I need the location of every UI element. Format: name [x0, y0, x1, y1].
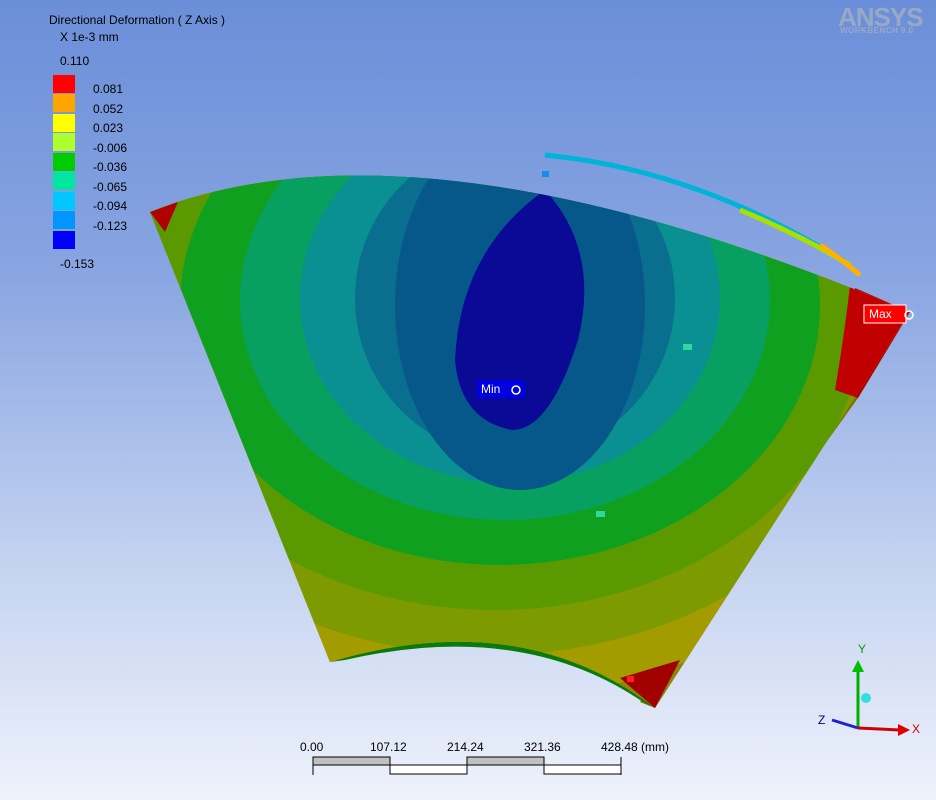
probe-marker [627, 676, 634, 682]
probe-marker [683, 344, 692, 350]
scale-label-4: 428.48 (mm) [601, 740, 670, 754]
legend-tick-0: 0.081 [93, 82, 124, 96]
scale-label-2: 214.24 [447, 740, 484, 754]
workbench-version: WORKBENCH 9.0 [840, 26, 914, 35]
legend-swatch-8 [53, 231, 75, 249]
legend-units: X 1e-3 mm [60, 30, 119, 44]
legend-swatch-5 [53, 172, 75, 190]
probe-marker [542, 171, 549, 177]
bottom-corner [620, 660, 680, 708]
legend-swatch-7 [53, 211, 75, 229]
legend-min-value: -0.153 [60, 257, 95, 271]
scale-label-3: 321.36 [524, 740, 561, 754]
probe-marker [596, 511, 605, 517]
legend-swatch-4 [53, 153, 75, 171]
scale-bar [312, 756, 622, 775]
triad-y-label: Y [858, 642, 866, 656]
legend-tick-4: -0.036 [93, 160, 128, 174]
legend-tick-1: 0.052 [93, 102, 124, 116]
legend-tick-7: -0.123 [93, 219, 128, 233]
legend-max-value: 0.110 [60, 54, 90, 68]
triad-x-label: X [912, 722, 920, 736]
legend-tick-6: -0.094 [93, 199, 128, 213]
min-label: Min [481, 382, 500, 396]
legend-tick-5: -0.065 [93, 180, 128, 194]
legend-swatch-0 [53, 75, 75, 93]
legend-swatch-2 [53, 114, 75, 132]
min-probe[interactable]: Min [477, 380, 525, 398]
max-label: Max [869, 307, 892, 321]
legend-tick-3: -0.006 [93, 141, 128, 155]
scale-label-0: 0.00 [300, 740, 324, 754]
triad-z-label: Z [818, 713, 825, 727]
legend-swatch-3 [53, 133, 75, 151]
legend-swatch-1 [53, 94, 75, 112]
axis-triad[interactable]: Y X Z [818, 642, 920, 736]
max-probe[interactable]: Max [863, 304, 914, 324]
scale-label-1: 107.12 [370, 740, 407, 754]
legend-tick-2: 0.023 [93, 121, 124, 135]
legend-swatch-6 [53, 192, 75, 210]
legend-title: Directional Deformation ( Z Axis ) [49, 13, 226, 27]
ansys-logo: ANSYS [838, 2, 924, 32]
